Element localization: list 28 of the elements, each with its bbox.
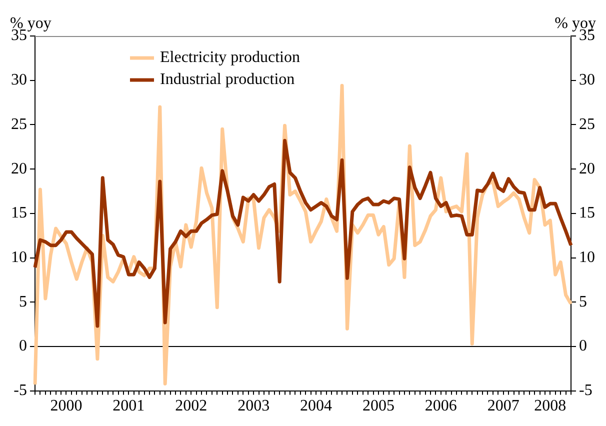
x-tick-label: 2006 <box>424 398 457 415</box>
y-tick-label: -5 <box>14 382 27 400</box>
x-tick-label: 2005 <box>362 398 394 415</box>
y2-tick-label: 0 <box>579 338 587 355</box>
y-tick-label: 20 <box>11 160 27 178</box>
y-tick-label: 10 <box>11 248 27 266</box>
y-tick-label: 5 <box>19 293 27 310</box>
legend-label: Industrial production <box>160 71 295 88</box>
x-tick-label: 2003 <box>238 398 270 415</box>
x-tick-label: 2002 <box>175 398 208 415</box>
x-tick-label: 2000 <box>50 398 82 415</box>
y2-tick-label: 25 <box>579 116 595 133</box>
y2-tick-label: 15 <box>579 204 595 222</box>
y2-tick-label: 10 <box>579 248 595 266</box>
y2-tick-label: 20 <box>579 160 595 178</box>
y2-axis-title: % yoy <box>554 15 596 32</box>
x-tick-label: 2008 <box>534 398 566 415</box>
x-tick-label: 2007 <box>487 398 520 415</box>
legend-label: Electricity production <box>160 49 300 66</box>
y-tick-label: 30 <box>11 72 27 89</box>
y-tick-label: 0 <box>19 338 27 355</box>
y-tick-label: 15 <box>11 204 27 222</box>
x-tick-label: 2001 <box>112 398 145 415</box>
y2-tick-label: 30 <box>579 72 595 89</box>
y2-tick-label: 5 <box>579 293 587 310</box>
y-tick-label: 25 <box>11 116 27 133</box>
x-tick-label: 2004 <box>300 398 332 415</box>
y2-tick-label: -5 <box>579 382 592 400</box>
